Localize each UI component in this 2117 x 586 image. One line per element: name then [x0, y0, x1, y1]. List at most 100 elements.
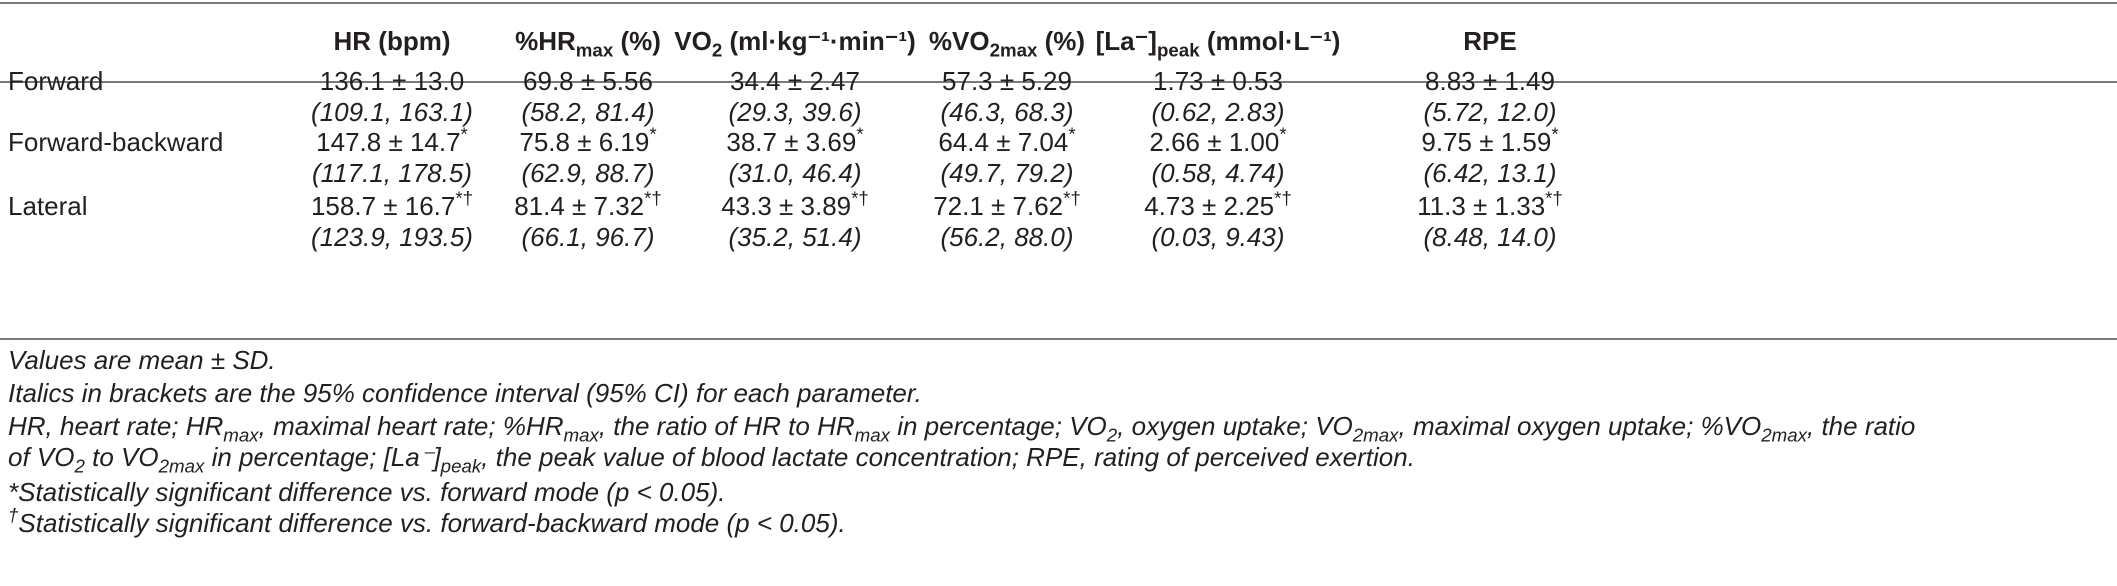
cell-value-text: 9.75 ± 1.59 [1421, 127, 1552, 157]
column-header-subscript: max [575, 39, 614, 61]
footnote-text: , the ratio of HR to HR [598, 411, 855, 441]
footnote-text: in percentage; [La⁻] [204, 442, 441, 472]
table-cell-ci: (49.7, 79.2) [940, 158, 1074, 188]
cell-value-text: 72.1 ± 7.62 [933, 191, 1064, 221]
significance-mark: * [856, 123, 864, 145]
footnote-line: †Statistically significant difference vs… [8, 504, 846, 538]
cell-value-text: 64.4 ± 7.04 [938, 127, 1069, 157]
table-cell-ci: (6.42, 13.1) [1423, 158, 1557, 188]
table-cell-value: 75.8 ± 6.19* [519, 123, 657, 157]
column-header-unit: (%) [1037, 26, 1086, 56]
cell-value-text: 147.8 ± 14.7 [316, 127, 461, 157]
significance-mark: *† [455, 187, 474, 209]
footnote-text: , maximal oxygen uptake; %VO [1398, 411, 1762, 441]
table-cell-ci: (0.62, 2.83) [1151, 97, 1285, 127]
footnote-text: Italics in brackets are the 95% confiden… [8, 378, 922, 408]
table-cell-ci: (117.1, 178.5) [312, 158, 472, 188]
significance-mark: * [460, 123, 468, 145]
footnote-subscript: peak [440, 455, 482, 477]
cell-value-text: 1.73 ± 0.53 [1153, 66, 1283, 96]
column-header-subscript: 2 [711, 39, 723, 61]
footnote-text: of VO [8, 442, 75, 472]
row-label: Forward-backward [8, 127, 224, 157]
footnote-line: HR, heart rate; HRmax, maximal heart rat… [8, 411, 1915, 444]
cell-value-text: 8.83 ± 1.49 [1425, 66, 1555, 96]
column-header-text: %HR [515, 26, 576, 56]
row-label: Lateral [8, 191, 88, 221]
footnote-line: *Statistically significant difference vs… [8, 477, 726, 507]
table-cell-value: 69.8 ± 5.56 [523, 66, 653, 96]
cell-value-text: 38.7 ± 3.69 [726, 127, 857, 157]
table-cell-ci: (66.1, 96.7) [521, 222, 655, 252]
column-header: HR (bpm) [334, 26, 451, 56]
footnote-text: , oxygen uptake; VO [1117, 411, 1353, 441]
table-cell-ci: (5.72, 12.0) [1423, 97, 1557, 127]
table-cell-ci: (56.2, 88.0) [940, 222, 1074, 252]
table-cell-value: 38.7 ± 3.69* [726, 123, 864, 157]
footnote-text: , maximal heart rate; %HR [258, 411, 564, 441]
row-label: Forward [8, 66, 104, 96]
footnote-subscript: 2max [158, 455, 205, 477]
cell-value-text: 158.7 ± 16.7 [310, 191, 456, 221]
table-cell-ci: (46.3, 68.3) [940, 97, 1074, 127]
table-cell-ci: (109.1, 163.1) [311, 97, 473, 127]
column-header-subscript: 2max [989, 39, 1038, 61]
footnote-subscript: 2 [74, 455, 85, 477]
table-cell-value: 8.83 ± 1.49 [1425, 66, 1555, 96]
table-cell-ci: (58.2, 81.4) [521, 97, 655, 127]
table-top-rule [0, 2, 2117, 4]
table-cell-value: 57.3 ± 5.29 [942, 66, 1072, 96]
footnote-subscript: max [854, 424, 890, 446]
table-cell-ci: (35.2, 51.4) [728, 222, 862, 252]
column-header-unit: (ml·kg⁻¹·min⁻¹) [722, 26, 916, 56]
table-cell-ci: (123.9, 193.5) [311, 222, 473, 252]
cell-value-text: 43.3 ± 3.89 [721, 191, 852, 221]
significance-mark: * [1279, 123, 1287, 145]
cell-value-text: 57.3 ± 5.29 [942, 66, 1072, 96]
table-bottom-rule [0, 338, 2117, 340]
footnote-text: to VO [84, 442, 159, 472]
table-cell-value: 11.3 ± 1.33*† [1417, 189, 1563, 221]
footnote-line: of VO2 to VO2max in percentage; [La⁻]pea… [8, 442, 1415, 475]
cell-value-text: 69.8 ± 5.56 [523, 66, 653, 96]
significance-mark: *† [1063, 187, 1081, 209]
column-header-unit: (mmol·L⁻¹) [1199, 26, 1341, 56]
column-header: VO2 (ml·kg⁻¹·min⁻¹) [674, 26, 916, 59]
cell-value-text: 34.4 ± 2.47 [730, 66, 860, 96]
footnote-subscript: max [563, 424, 599, 446]
table-cell-value: 9.75 ± 1.59* [1421, 125, 1558, 157]
table-cell-ci: (29.3, 39.6) [728, 97, 862, 127]
table-cell-value: 2.66 ± 1.00* [1149, 123, 1287, 157]
table-cell-ci: (0.03, 9.43) [1151, 222, 1285, 252]
cell-value-text: 75.8 ± 6.19 [519, 127, 650, 157]
column-header-text: [La⁻] [1095, 26, 1157, 56]
table-cell-value: 64.4 ± 7.04* [938, 123, 1076, 157]
table-cell-value: 136.1 ± 13.0 [320, 66, 464, 96]
significance-mark: *† [644, 187, 662, 209]
cell-value-text: 81.4 ± 7.32 [514, 191, 645, 221]
table-cell-value: 1.73 ± 0.53 [1153, 66, 1283, 96]
cell-value-text: 136.1 ± 13.0 [319, 66, 465, 96]
cell-value-text: 11.3 ± 1.33 [1417, 191, 1546, 221]
table-cell-value: 72.1 ± 7.62*† [933, 187, 1081, 221]
cell-value-text: 2.66 ± 1.00 [1149, 127, 1280, 157]
footnote-subscript: 2max [1352, 424, 1399, 446]
column-header-text: HR (bpm) [333, 26, 451, 56]
table-cell-value: 43.3 ± 3.89*† [721, 189, 869, 221]
footnote-line: Values are mean ± SD. [8, 345, 276, 375]
footnote-subscript: 2 [1106, 424, 1118, 446]
significance-mark: *† [1274, 187, 1292, 209]
table-cell-ci: (31.0, 46.4) [728, 158, 862, 188]
table-cell-ci: (8.48, 14.0) [1423, 222, 1557, 252]
significance-mark: * [1068, 123, 1076, 145]
column-header-text: VO [674, 26, 712, 56]
footnote-superscript: † [8, 504, 19, 526]
cell-value-text: 4.73 ± 2.25 [1144, 191, 1275, 221]
column-header: [La⁻]peak (mmol·L⁻¹) [1095, 26, 1341, 59]
column-header-text: RPE [1463, 26, 1517, 56]
column-header-text: %VO [928, 26, 990, 56]
significance-mark: * [649, 123, 657, 145]
table-cell-value: 147.8 ± 14.7* [316, 123, 468, 157]
footnote-text: , the peak value of blood lactate concen… [481, 442, 1415, 472]
column-header-unit: (%) [613, 26, 661, 56]
